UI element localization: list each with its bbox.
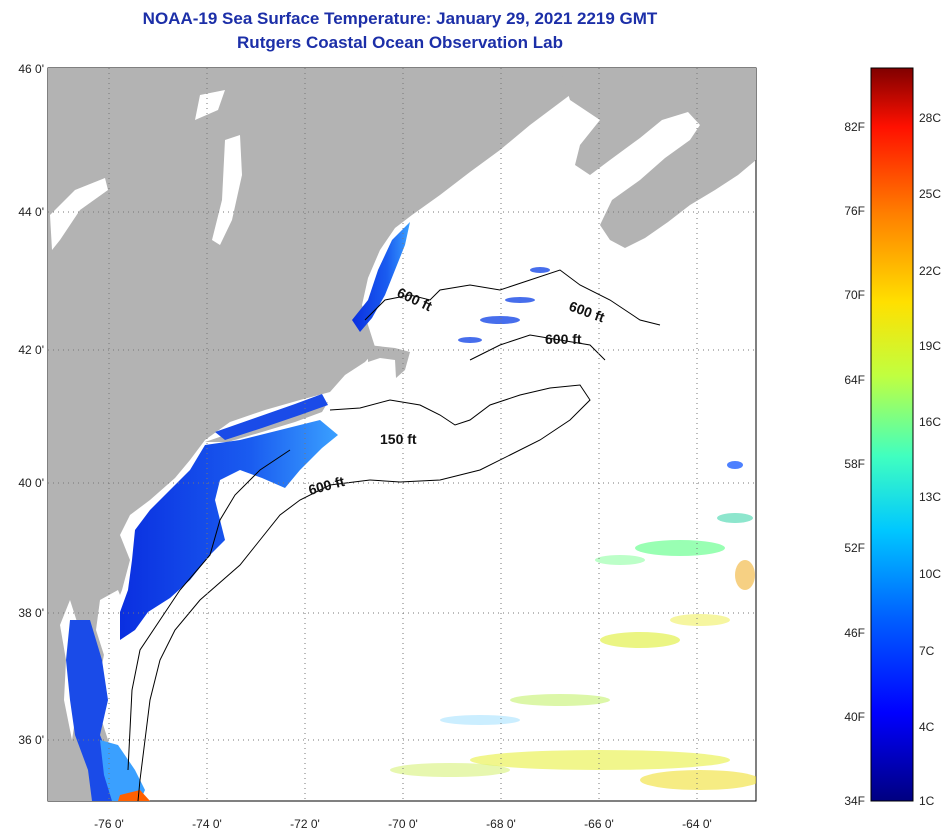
svg-text:40F: 40F: [844, 710, 865, 724]
lon-label: -76 0': [94, 817, 124, 831]
land-cape-cod: [368, 345, 410, 378]
lon-label: -72 0': [290, 817, 320, 831]
graticule: [48, 68, 756, 801]
lon-label: -68 0': [486, 817, 516, 831]
water-lake-2: [195, 90, 225, 120]
contour-600ft-gulf: [364, 269, 661, 326]
lat-label: 38 0': [18, 606, 44, 620]
svg-text:22C: 22C: [919, 264, 941, 278]
land-nova-scotia: [560, 68, 756, 248]
lat-label: 36 0': [18, 733, 44, 747]
sst-long-island-sound: [215, 394, 328, 440]
lon-label: -74 0': [192, 817, 222, 831]
colorbar: [870, 67, 914, 802]
sst-gulf-of-maine-scatter: [458, 267, 550, 343]
svg-text:46F: 46F: [844, 626, 865, 640]
svg-text:25C: 25C: [919, 187, 941, 201]
lon-label: -70 0': [388, 817, 418, 831]
svg-text:7C: 7C: [919, 644, 935, 658]
contour-label: 150 ft: [380, 431, 417, 447]
map-title: NOAA-19 Sea Surface Temperature: January…: [142, 9, 658, 28]
water-lake-3: [212, 135, 242, 245]
lat-label: 40 0': [18, 476, 44, 490]
sst-coastal-band-maine: [352, 222, 410, 332]
water-delaware-bay: [96, 590, 126, 655]
longitude-labels: -76 0' -74 0' -72 0' -70 0' -68 0' -66 0…: [94, 817, 712, 831]
svg-text:34F: 34F: [844, 794, 865, 808]
svg-text:70F: 70F: [844, 288, 865, 302]
lon-label: -64 0': [682, 817, 712, 831]
lat-label: 46 0': [18, 62, 44, 76]
svg-text:52F: 52F: [844, 541, 865, 555]
svg-text:13C: 13C: [919, 490, 941, 504]
lon-label: -66 0': [584, 817, 614, 831]
colorbar-fahrenheit-labels: 34F 40F 46F 52F 58F 64F 70F 76F 82F: [844, 120, 865, 808]
sst-offshore-scatter: [390, 461, 756, 790]
lat-label: 42 0': [18, 343, 44, 357]
contour-150ft: [329, 384, 591, 483]
svg-text:4C: 4C: [919, 720, 935, 734]
latitude-labels: 46 0' 44 0' 42 0' 40 0' 38 0' 36 0': [18, 62, 44, 747]
sst-warm-patch: [118, 790, 150, 801]
svg-text:82F: 82F: [844, 120, 865, 134]
svg-text:16C: 16C: [919, 415, 941, 429]
map-subtitle: Rutgers Coastal Ocean Observation Lab: [237, 33, 563, 52]
colorbar-celsius-labels: 1C 4C 7C 10C 13C 16C 19C 22C 25C 28C: [919, 111, 941, 808]
svg-text:76F: 76F: [844, 204, 865, 218]
svg-text:58F: 58F: [844, 457, 865, 471]
contour-600ft-inner: [469, 334, 606, 361]
svg-text:19C: 19C: [919, 339, 941, 353]
lat-label: 44 0': [18, 205, 44, 219]
water-lake: [50, 178, 108, 250]
sst-carolina-warm: [100, 740, 145, 801]
land-mainland: [48, 68, 590, 801]
svg-text:1C: 1C: [919, 794, 935, 808]
svg-text:64F: 64F: [844, 373, 865, 387]
svg-text:10C: 10C: [919, 567, 941, 581]
sst-nj-shelf: [120, 420, 338, 640]
contour-600ft-shelf: [137, 479, 371, 801]
svg-text:28C: 28C: [919, 111, 941, 125]
contour-150ft-shelf: [127, 449, 291, 771]
contour-label: 600 ft: [545, 331, 582, 347]
